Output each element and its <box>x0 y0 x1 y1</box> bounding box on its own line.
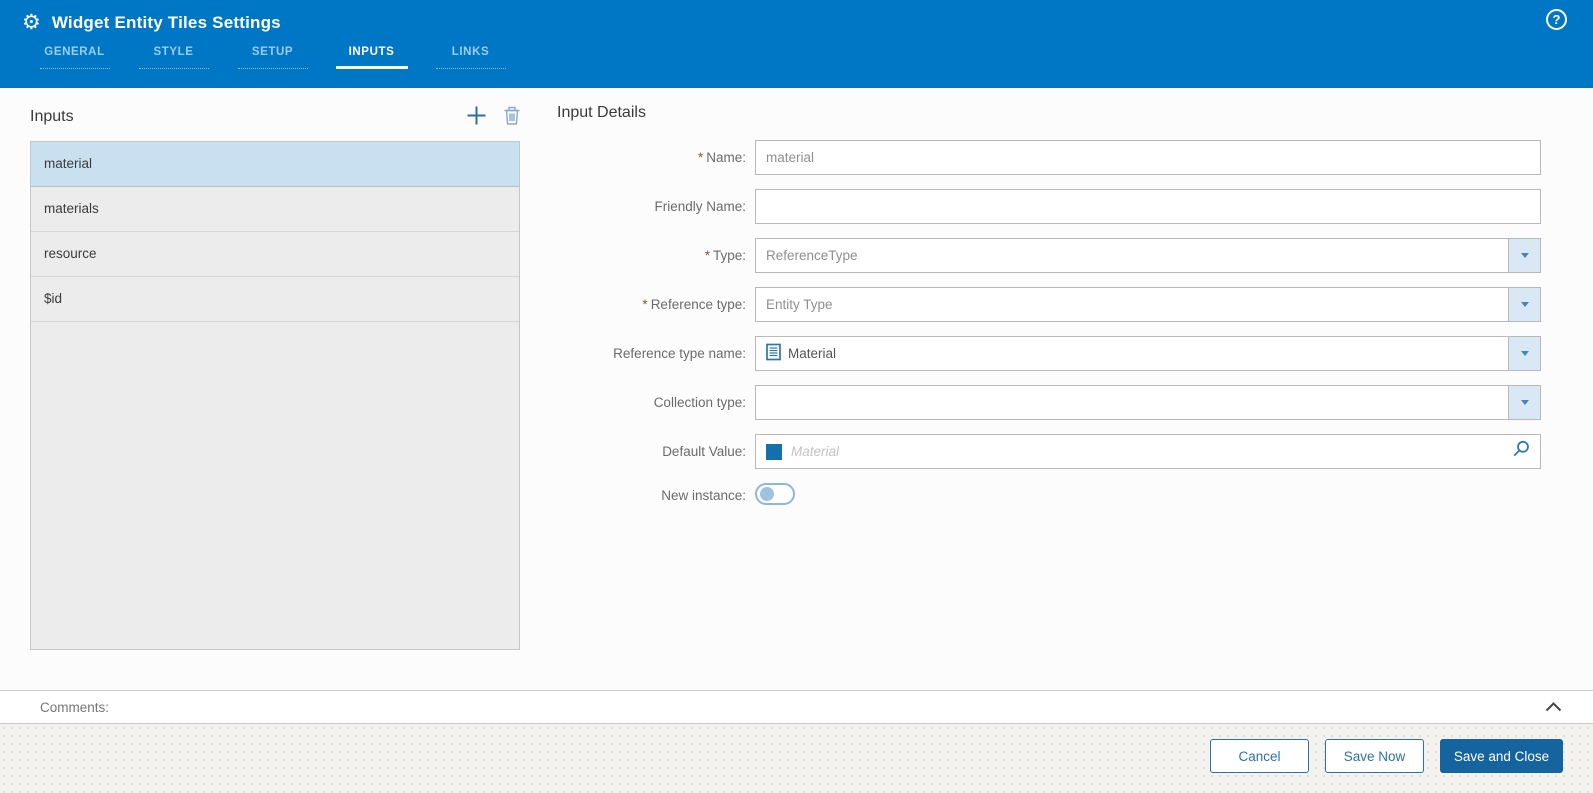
list-item-id[interactable]: $id <box>31 277 519 322</box>
tab-bar: GENERAL STYLE SETUP INPUTS LINKS <box>25 46 520 69</box>
friendly-name-row: Friendly Name: <box>557 189 1541 224</box>
collection-type-row: Collection type: <box>557 385 1541 420</box>
tab-underline <box>138 68 209 69</box>
tab-underline <box>237 68 308 69</box>
new-instance-toggle[interactable] <box>755 483 795 505</box>
trash-icon <box>504 106 520 128</box>
reference-type-select-button[interactable] <box>1508 288 1540 321</box>
type-select-button[interactable] <box>1508 239 1540 272</box>
gear-icon: ⚙ <box>22 11 41 34</box>
tab-underline-active <box>335 66 408 69</box>
reference-type-row: * Reference type: Entity Type <box>557 287 1541 322</box>
reference-type-label: * Reference type: <box>642 297 746 312</box>
type-select-value: ReferenceType <box>766 248 858 263</box>
tab-underline <box>435 68 506 69</box>
save-and-close-button[interactable]: Save and Close <box>1440 739 1563 773</box>
required-marker: * <box>642 297 648 312</box>
reference-type-select[interactable]: Entity Type <box>755 287 1541 322</box>
tab-style[interactable]: STYLE <box>124 46 223 69</box>
collapse-comments-button[interactable] <box>1543 698 1564 717</box>
plus-icon <box>466 105 487 129</box>
default-value-row: Default Value: <box>557 434 1541 469</box>
type-label: * Type: <box>704 248 746 263</box>
type-row: * Type: ReferenceType <box>557 238 1541 273</box>
collection-type-select[interactable] <box>755 385 1541 420</box>
name-row: * Name: <box>557 140 1541 175</box>
reference-type-select-value: Entity Type <box>766 297 833 312</box>
new-instance-label: New instance: <box>661 487 746 503</box>
chevron-down-icon <box>1520 351 1529 356</box>
chevron-up-icon <box>1545 700 1562 715</box>
dialog-title: Widget Entity Tiles Settings <box>51 12 281 32</box>
entity-chip-icon <box>766 443 782 460</box>
collection-type-select-button[interactable] <box>1508 386 1540 419</box>
delete-input-button[interactable] <box>504 106 520 128</box>
list-item-materials[interactable]: materials <box>31 187 519 232</box>
search-icon[interactable] <box>1512 440 1530 463</box>
tab-underline <box>39 68 110 69</box>
comments-label: Comments: <box>40 699 110 715</box>
reference-type-name-value: Material <box>788 346 837 361</box>
chevron-down-icon <box>1520 400 1529 405</box>
list-item-material[interactable]: material <box>31 142 519 187</box>
name-input[interactable] <box>755 140 1541 175</box>
reference-type-name-select-button[interactable] <box>1508 337 1540 370</box>
name-label: * Name: <box>697 150 746 165</box>
tab-general[interactable]: GENERAL <box>25 46 124 69</box>
reference-type-name-label: Reference type name: <box>613 346 746 361</box>
comments-bar: Comments: <box>0 690 1593 723</box>
tab-setup[interactable]: SETUP <box>223 46 322 69</box>
help-icon[interactable]: ? <box>1546 9 1567 30</box>
default-value-label: Default Value: <box>662 444 746 459</box>
dialog-footer: Cancel Save Now Save and Close <box>0 723 1593 793</box>
inputs-panel-title: Inputs <box>30 108 74 125</box>
save-now-button[interactable]: Save Now <box>1325 739 1424 773</box>
required-marker: * <box>704 248 710 263</box>
collection-type-label: Collection type: <box>653 395 746 410</box>
reference-type-name-row: Reference type name: Material <box>557 336 1541 371</box>
type-select[interactable]: ReferenceType <box>755 238 1541 273</box>
chevron-down-icon <box>1520 302 1529 307</box>
dialog-header: ⚙ Widget Entity Tiles Settings ? GENERAL… <box>0 0 1593 88</box>
required-marker: * <box>697 150 704 165</box>
reference-type-name-select[interactable]: Material <box>755 336 1541 371</box>
chevron-down-icon <box>1520 253 1529 258</box>
list-item-resource[interactable]: resource <box>31 232 519 277</box>
inputs-panel: Inputs material materials resource $i <box>30 104 520 650</box>
default-value-input[interactable] <box>791 444 1503 459</box>
input-details-panel: Input Details *Name: Friendly Name: *Typ… <box>557 104 1541 521</box>
inputs-list: material materials resource $id <box>30 141 520 650</box>
new-instance-row: New instance: <box>557 483 1541 507</box>
default-value-field[interactable] <box>755 434 1541 469</box>
collection-type-select-value <box>756 386 1508 419</box>
input-details-title: Input Details <box>557 104 646 121</box>
tab-inputs[interactable]: INPUTS <box>322 46 421 69</box>
friendly-name-label: Friendly Name: <box>654 199 746 214</box>
tab-links[interactable]: LINKS <box>421 46 520 69</box>
cancel-button[interactable]: Cancel <box>1210 739 1309 773</box>
friendly-name-input[interactable] <box>755 189 1541 224</box>
entity-type-icon <box>766 343 781 364</box>
add-input-button[interactable] <box>466 105 487 129</box>
toggle-knob <box>760 487 774 501</box>
